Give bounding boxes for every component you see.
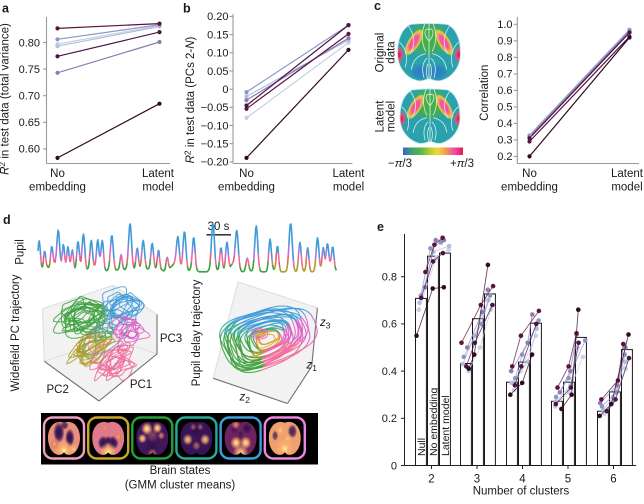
svg-text:−π/3: −π/3 bbox=[388, 158, 412, 170]
svg-text:z2: z2 bbox=[239, 392, 251, 406]
svg-text:No: No bbox=[50, 168, 65, 180]
svg-text:0.5: 0.5 bbox=[497, 102, 512, 114]
svg-text:No: No bbox=[239, 168, 254, 180]
svg-text:model: model bbox=[386, 101, 398, 132]
svg-text:PC1: PC1 bbox=[130, 379, 152, 391]
svg-text:data: data bbox=[386, 41, 398, 64]
svg-text:e: e bbox=[377, 220, 384, 234]
svg-text:0.7: 0.7 bbox=[497, 69, 512, 81]
svg-text:5: 5 bbox=[565, 474, 571, 486]
svg-text:0.60: 0.60 bbox=[19, 144, 40, 156]
svg-text:embedding: embedding bbox=[501, 182, 558, 194]
svg-text:d: d bbox=[3, 213, 11, 227]
svg-text:4: 4 bbox=[519, 474, 526, 486]
svg-text:Latent model: Latent model bbox=[440, 395, 452, 456]
svg-text:embedding: embedding bbox=[218, 182, 275, 194]
svg-text:−0.05: −0.05 bbox=[201, 102, 229, 114]
svg-text:0.8: 0.8 bbox=[382, 272, 397, 284]
svg-text:+π/3: +π/3 bbox=[450, 158, 474, 170]
svg-text:0.6: 0.6 bbox=[497, 85, 512, 97]
svg-text:R2 in test data (PCs 2-N): R2 in test data (PCs 2-N) bbox=[183, 36, 198, 163]
svg-text:0.8: 0.8 bbox=[497, 52, 512, 64]
svg-text:Pupil delay trajectory: Pupil delay trajectory bbox=[191, 279, 203, 386]
svg-text:No embedding: No embedding bbox=[428, 388, 440, 456]
svg-text:Brain states: Brain states bbox=[150, 465, 211, 477]
svg-text:6: 6 bbox=[610, 474, 616, 486]
svg-text:0.65: 0.65 bbox=[19, 117, 40, 129]
svg-text:Widefield PC trajectory: Widefield PC trajectory bbox=[10, 274, 22, 391]
svg-text:0.80: 0.80 bbox=[19, 37, 40, 49]
svg-text:0.6: 0.6 bbox=[382, 319, 397, 331]
svg-text:Correlation: Correlation bbox=[479, 65, 491, 121]
svg-text:3: 3 bbox=[474, 474, 480, 486]
svg-text:R2 in test data (total varianc: R2 in test data (total variance) bbox=[0, 23, 12, 175]
svg-text:−0.15: −0.15 bbox=[201, 139, 229, 151]
svg-text:0.4: 0.4 bbox=[497, 118, 512, 130]
svg-text:0.2: 0.2 bbox=[497, 151, 512, 163]
svg-text:PC3: PC3 bbox=[160, 333, 182, 345]
svg-text:c: c bbox=[374, 0, 381, 13]
svg-text:2: 2 bbox=[428, 474, 434, 486]
svg-text:0.20: 0.20 bbox=[207, 11, 228, 23]
svg-text:No: No bbox=[522, 168, 537, 180]
svg-text:z1: z1 bbox=[306, 360, 318, 374]
svg-text:0.10: 0.10 bbox=[207, 48, 228, 60]
svg-text:Latent: Latent bbox=[333, 168, 366, 180]
svg-text:(GMM cluster means): (GMM cluster means) bbox=[125, 480, 236, 492]
svg-text:model: model bbox=[142, 182, 173, 194]
svg-text:0.9: 0.9 bbox=[497, 36, 512, 48]
svg-text:Null: Null bbox=[416, 438, 428, 456]
svg-text:−0.10: −0.10 bbox=[201, 120, 229, 132]
svg-text:a: a bbox=[2, 2, 10, 16]
svg-text:embedding: embedding bbox=[29, 182, 86, 194]
svg-text:0.4: 0.4 bbox=[382, 366, 397, 378]
svg-text:Original: Original bbox=[375, 33, 387, 73]
svg-text:30 s: 30 s bbox=[208, 221, 230, 233]
svg-text:Latent: Latent bbox=[142, 168, 175, 180]
svg-text:b: b bbox=[183, 2, 191, 16]
svg-text:Latent: Latent bbox=[611, 168, 644, 180]
svg-text:0.70: 0.70 bbox=[19, 91, 40, 103]
svg-text:0.05: 0.05 bbox=[207, 66, 228, 78]
svg-text:0.75: 0.75 bbox=[19, 64, 40, 76]
svg-text:z3: z3 bbox=[319, 317, 331, 331]
svg-text:model: model bbox=[333, 182, 364, 194]
svg-text:Latent: Latent bbox=[375, 100, 387, 133]
svg-text:0: 0 bbox=[222, 84, 228, 96]
svg-text:0: 0 bbox=[391, 460, 397, 472]
svg-text:Pupil: Pupil bbox=[15, 239, 27, 265]
svg-text:1.0: 1.0 bbox=[497, 19, 512, 31]
svg-text:−0.20: −0.20 bbox=[201, 157, 229, 169]
svg-text:model: model bbox=[611, 182, 642, 194]
svg-text:0.2: 0.2 bbox=[382, 413, 397, 425]
svg-text:0.3: 0.3 bbox=[497, 135, 512, 147]
svg-text:Number of clusters: Number of clusters bbox=[473, 486, 570, 498]
svg-text:0.15: 0.15 bbox=[207, 29, 228, 41]
svg-text:PC2: PC2 bbox=[47, 384, 69, 396]
